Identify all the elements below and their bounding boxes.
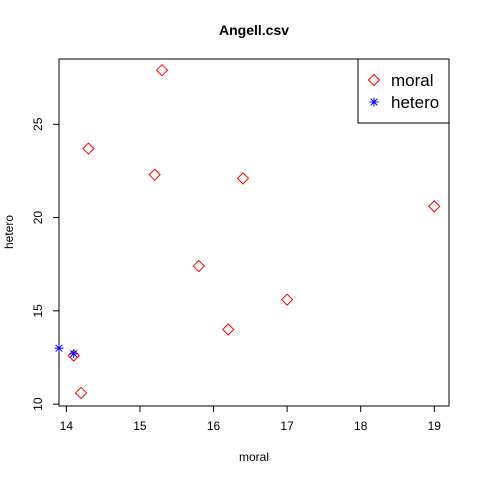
legend-marker-hetero	[369, 97, 379, 107]
moral-point	[148, 168, 161, 181]
moral-point	[74, 386, 88, 400]
x-tick-label: 14	[60, 419, 74, 433]
moral-point	[236, 172, 250, 185]
y-tick-label: 20	[31, 211, 45, 225]
legend-marker-moral	[367, 73, 381, 87]
x-tick-label: 17	[280, 419, 294, 433]
y-tick-label: 25	[31, 117, 45, 131]
legend-label-moral: moral	[391, 71, 434, 90]
y-axis: 10 15 20 25	[31, 117, 59, 411]
moral-point	[428, 200, 441, 213]
x-axis: 14 15 16 17 18 19	[60, 406, 442, 433]
x-tick-label: 19	[428, 419, 442, 433]
moral-point	[280, 293, 294, 306]
moral-point	[82, 142, 95, 155]
hetero-point	[69, 349, 79, 359]
hetero-point	[54, 343, 64, 353]
x-tick-label: 15	[133, 419, 147, 433]
moral-point	[222, 323, 235, 336]
x-tick-label: 18	[354, 419, 368, 433]
x-tick-label: 16	[207, 419, 221, 433]
data-points	[54, 63, 441, 400]
legend-label-hetero: hetero	[391, 93, 439, 112]
moral-point	[192, 259, 206, 273]
moral-point	[155, 63, 169, 77]
y-tick-label: 10	[31, 397, 45, 411]
plot-frame	[58, 58, 450, 407]
chart-title: Angell.csv	[219, 22, 289, 38]
legend: moral hetero	[357, 58, 450, 124]
y-axis-label: hetero	[2, 215, 16, 249]
legend-box	[357, 58, 450, 124]
x-axis-label: moral	[239, 450, 269, 464]
y-tick-label: 15	[31, 304, 45, 318]
